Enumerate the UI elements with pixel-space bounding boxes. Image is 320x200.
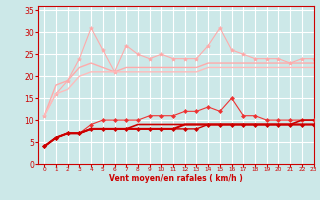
- X-axis label: Vent moyen/en rafales ( km/h ): Vent moyen/en rafales ( km/h ): [109, 174, 243, 183]
